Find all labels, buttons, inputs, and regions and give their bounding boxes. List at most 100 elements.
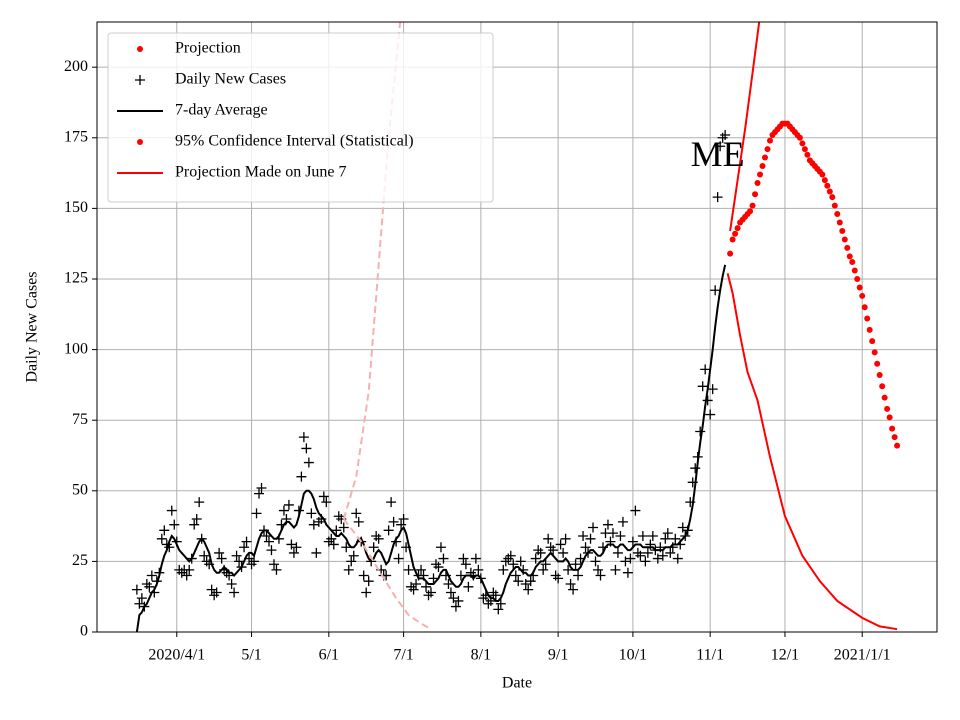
plus-marker — [498, 564, 509, 575]
plus-marker — [234, 556, 245, 567]
plus-marker — [620, 556, 631, 567]
plot-frame — [96, 21, 938, 633]
plus-marker — [495, 598, 506, 609]
plus-marker — [301, 443, 312, 454]
y-tick-label: 50 — [72, 481, 88, 498]
plus-marker — [435, 542, 446, 553]
plus-marker — [503, 553, 514, 564]
annotation: ME — [691, 134, 745, 174]
plus-marker — [403, 564, 414, 575]
plus-marker — [697, 381, 708, 392]
dot-marker — [729, 236, 736, 243]
dot-marker — [836, 219, 843, 226]
dot-marker — [839, 227, 846, 234]
x-tick-label: 5/1 — [241, 647, 261, 664]
dashed-line — [342, 518, 432, 631]
legend-marker — [137, 139, 143, 145]
plus-marker — [199, 550, 210, 561]
plus-marker — [136, 593, 147, 604]
plus-marker — [286, 539, 297, 550]
plus-marker — [428, 573, 439, 584]
plus-marker — [291, 542, 302, 553]
dot-marker — [749, 202, 756, 209]
plus-marker — [545, 542, 556, 553]
plus-marker — [712, 192, 723, 203]
plus-marker — [515, 556, 526, 567]
plus-marker — [396, 519, 407, 530]
plus-marker — [411, 578, 422, 589]
y-tick-label: 100 — [64, 340, 88, 357]
x-tick-label: 9/1 — [548, 647, 568, 664]
dot-marker — [732, 230, 739, 237]
dot-marker — [859, 292, 866, 299]
plus-marker — [348, 550, 359, 561]
plus-marker — [194, 497, 205, 508]
legend: Projection Daily New Cases 7-day Average 95… — [107, 32, 494, 203]
plus-marker — [513, 576, 524, 587]
plus-marker — [700, 364, 711, 375]
plus-marker — [710, 285, 721, 296]
dot-marker — [826, 188, 833, 195]
plus-marker — [189, 519, 200, 530]
plus-marker — [229, 587, 240, 598]
dot-marker — [796, 134, 803, 141]
plus-marker — [607, 528, 618, 539]
plus-marker — [478, 593, 489, 604]
plus-marker — [510, 570, 521, 581]
plus-marker — [707, 384, 718, 395]
plus-marker — [553, 573, 564, 584]
plus-marker — [373, 533, 384, 544]
plus-marker — [358, 570, 369, 581]
plus-marker — [657, 550, 668, 561]
plus-marker — [660, 533, 671, 544]
plus-marker — [445, 587, 456, 598]
plus-marker — [184, 564, 195, 575]
plus-marker — [249, 556, 260, 567]
plus-marker — [585, 533, 596, 544]
plus-marker — [665, 547, 676, 558]
dot-marker — [727, 250, 734, 257]
plus-marker — [306, 508, 317, 519]
dot-marker — [864, 315, 871, 322]
plus-marker — [630, 505, 641, 516]
plus-marker — [715, 141, 726, 152]
plus-marker — [263, 536, 274, 547]
dot-marker — [869, 338, 876, 345]
plus-marker — [523, 584, 534, 595]
plus-marker — [261, 530, 272, 541]
dot-marker — [851, 267, 858, 274]
plus-marker — [416, 564, 427, 575]
plus-marker — [408, 584, 419, 595]
plus-marker — [246, 559, 257, 570]
legend-label: 7-day Average — [175, 102, 268, 119]
plus-marker — [333, 511, 344, 522]
dot-marker — [849, 259, 856, 266]
plus-marker — [426, 587, 437, 598]
dot-marker — [881, 394, 888, 401]
plus-marker — [627, 536, 638, 547]
plus-marker — [181, 570, 192, 581]
plus-marker — [141, 578, 152, 589]
plus-marker — [341, 542, 352, 553]
plus-marker — [254, 488, 265, 499]
y-tick-label: 0 — [80, 623, 88, 640]
dot-marker — [876, 372, 883, 379]
plus-marker — [371, 530, 382, 541]
plus-marker — [271, 564, 282, 575]
plus-marker — [483, 598, 494, 609]
plus-marker — [612, 547, 623, 558]
plus-marker — [328, 539, 339, 550]
dot-marker — [804, 151, 811, 158]
dot-marker — [831, 202, 838, 209]
plus-marker — [565, 578, 576, 589]
plus-marker — [690, 463, 701, 474]
line — [729, 22, 761, 232]
y-tick-label: 125 — [64, 270, 88, 287]
plus-marker — [588, 522, 599, 533]
plus-marker — [543, 533, 554, 544]
plus-marker — [351, 508, 362, 519]
plus-marker — [533, 545, 544, 556]
y-tick-label: 200 — [64, 58, 88, 75]
plus-marker — [578, 530, 589, 541]
dot-marker — [894, 442, 901, 449]
